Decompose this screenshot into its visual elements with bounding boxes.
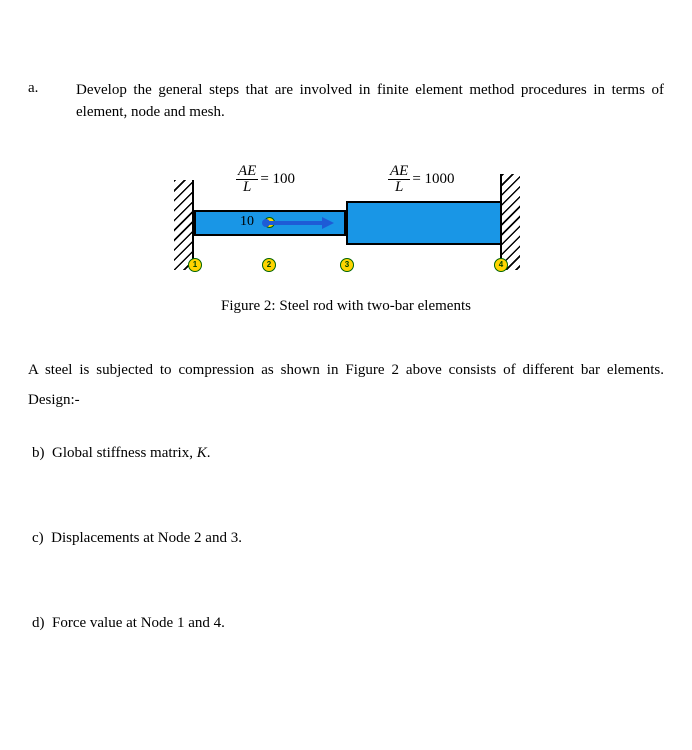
sub-b-text: Global stiffness matrix, — [52, 445, 197, 461]
bar2-stiffness-value: 1000 — [425, 171, 455, 187]
node-3: 3 — [340, 258, 354, 272]
bar1-frac-den: L — [236, 180, 258, 195]
sub-b-marker: b) — [32, 445, 45, 461]
figure-wrap: 10 1 2 3 4 AE L = 100 AE L = 1000 Figure — [28, 152, 664, 315]
right-support-hatch — [502, 174, 520, 270]
sub-question-b: b) Global stiffness matrix, K. — [32, 445, 664, 462]
sub-d-text: Force value at Node 1 and 4. — [52, 615, 225, 631]
intro-paragraph: A steel is subjected to compression as s… — [28, 355, 664, 415]
bar2-frac-num: AE — [388, 164, 410, 180]
arrow-shaft — [266, 221, 322, 225]
figure-2: 10 1 2 3 4 AE L = 100 AE L = 1000 — [166, 152, 526, 282]
bar-element-2 — [346, 201, 502, 245]
page: a. Develop the general steps that are in… — [0, 0, 692, 672]
sub-d-marker: d) — [32, 615, 45, 631]
question-a-row: a. Develop the general steps that are in… — [28, 80, 664, 124]
node-4: 4 — [494, 258, 508, 272]
sub-b-var: K — [197, 445, 207, 461]
sub-question-c: c) Displacements at Node 2 and 3. — [32, 530, 664, 547]
question-a-marker: a. — [28, 80, 76, 97]
bar1-frac-num: AE — [236, 164, 258, 180]
arrow-head-icon — [322, 217, 334, 229]
sub-c-marker: c) — [32, 530, 44, 546]
sub-c-text: Displacements at Node 2 and 3. — [51, 530, 242, 546]
figure-caption: Figure 2: Steel rod with two-bar element… — [221, 298, 471, 315]
bar1-stiffness-label: AE L = 100 — [236, 164, 295, 195]
question-a-text: Develop the general steps that are invol… — [76, 80, 664, 124]
bar2-frac-den: L — [388, 180, 410, 195]
bar1-stiffness-value: 100 — [273, 171, 296, 187]
sub-b-suffix: . — [207, 445, 211, 461]
node-2: 2 — [262, 258, 276, 272]
node-1: 1 — [188, 258, 202, 272]
sub-question-d: d) Force value at Node 1 and 4. — [32, 615, 664, 632]
force-label: 10 — [240, 214, 254, 230]
bar2-stiffness-label: AE L = 1000 — [388, 164, 455, 195]
left-support-hatch — [174, 180, 192, 270]
